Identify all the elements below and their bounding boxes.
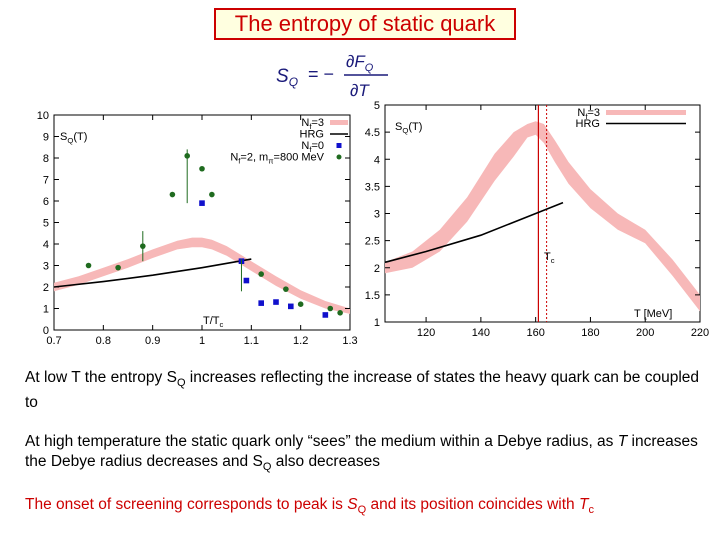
- x-tick-label: 0.7: [46, 335, 61, 347]
- x-tick-label: 0.9: [145, 335, 160, 347]
- nf2-point: [258, 271, 264, 277]
- formula-lhs: SQ: [276, 66, 298, 89]
- entropy-formula: SQ = − ∂FQ ∂T: [276, 52, 388, 100]
- nf3-band: [385, 121, 700, 312]
- x-tick-label: 1.2: [293, 335, 308, 347]
- y-tick-label: 5: [374, 100, 380, 112]
- y-tick-label: 0: [43, 325, 49, 337]
- nf0-point: [258, 300, 264, 306]
- y-tick-label: 10: [37, 110, 49, 122]
- paragraph-low-t: At low T the entropy SQ increases reflec…: [25, 369, 700, 412]
- tc-annotation: Tc: [544, 251, 555, 265]
- legend-label: Nf=0: [301, 140, 324, 154]
- y-tick-label: 2: [43, 282, 49, 294]
- nf2-point: [337, 310, 343, 316]
- legend-label: Nf=3: [577, 107, 600, 121]
- y-tick-label: 8: [43, 153, 49, 165]
- x-tick-label: 0.8: [96, 335, 111, 347]
- x-tick-label: 160: [526, 327, 544, 339]
- formula-eq: = −: [308, 64, 334, 84]
- paragraph-onset: The onset of screening corresponds to pe…: [25, 496, 594, 517]
- y-axis-label: SQ(T): [60, 131, 87, 145]
- legend-key-square: [336, 143, 342, 148]
- y-tick-label: 9: [43, 132, 49, 144]
- slide-title: The entropy of static quark: [214, 8, 516, 40]
- y-tick-label: 7: [43, 175, 49, 187]
- nf2-point: [297, 301, 304, 307]
- left-chart: 0.7 0.8 0.9 1 1.1 1.2 1.3 0 1 2 3 4 5 6 7 8 9 10 SQ(T) T/Tc…: [37, 110, 358, 347]
- y-tick-label: 4: [374, 154, 380, 166]
- nf2-point: [283, 286, 289, 292]
- legend-key-band: [330, 120, 348, 125]
- y-tick-label: 5: [43, 218, 49, 230]
- y-tick-label: 3: [43, 261, 49, 273]
- y-tick-label: 1.5: [365, 290, 380, 302]
- x-tick-label: 1.3: [342, 335, 357, 347]
- y-tick-label: 2.5: [365, 236, 380, 248]
- nf2-point: [169, 191, 176, 198]
- y-tick-label: 3.5: [365, 181, 380, 193]
- x-tick-label: 220: [691, 327, 709, 339]
- nf2-point: [199, 165, 205, 172]
- y-tick-label: 4.5: [365, 127, 380, 139]
- formula-num-sub: Q: [365, 62, 374, 74]
- y-tick-label: 4: [43, 239, 49, 251]
- nf0-point: [273, 299, 279, 305]
- nf2-point: [209, 191, 215, 198]
- x-axis-label: T/Tc: [203, 315, 224, 329]
- nf0-point: [243, 277, 250, 284]
- legend-label: HRG: [576, 118, 600, 130]
- formula-den: ∂T: [350, 81, 370, 100]
- legend-key-circle: [336, 154, 342, 160]
- y-tick-label: 1: [374, 317, 380, 329]
- y-tick-label: 2: [374, 263, 380, 275]
- nf3-band: [54, 237, 350, 314]
- formula-num: ∂FQ: [346, 52, 374, 74]
- legend-label: Nf=2, mπ=800 MeV: [230, 152, 324, 166]
- x-axis-label: T [MeV]: [634, 308, 672, 320]
- nf2-point: [115, 264, 121, 271]
- x-tick-label: 120: [417, 327, 435, 339]
- hrg-line: [53, 258, 252, 288]
- paragraph-high-t: At high temperature the static quark onl…: [25, 433, 698, 474]
- nf0-point: [288, 303, 294, 310]
- nf0-point: [199, 200, 205, 206]
- y-tick-label: 3: [374, 209, 380, 221]
- y-tick-label: 1: [43, 304, 49, 316]
- x-tick-label: 200: [636, 327, 654, 339]
- legend-label: HRG: [300, 129, 324, 141]
- right-chart: 120 140 160 180 200 220 1 1.5 2 2.5 3 3.5 4 4.5 5 SQ(T)…: [365, 100, 709, 339]
- hrg-line: [384, 201, 564, 264]
- x-tick-label: 1: [199, 335, 205, 347]
- legend-key-band: [606, 110, 686, 115]
- x-tick-label: 140: [472, 327, 490, 339]
- y-tick-label: 6: [43, 196, 49, 208]
- nf0-point: [322, 312, 329, 318]
- x-tick-label: 1.1: [244, 335, 259, 347]
- x-tick-label: 180: [581, 327, 599, 339]
- y-axis-label: SQ(T): [395, 121, 422, 135]
- nf2-point: [85, 262, 92, 269]
- legend-label: Nf=3: [301, 117, 324, 131]
- formula-lhs-sub: Q: [289, 75, 298, 89]
- nf2-point: [327, 305, 334, 312]
